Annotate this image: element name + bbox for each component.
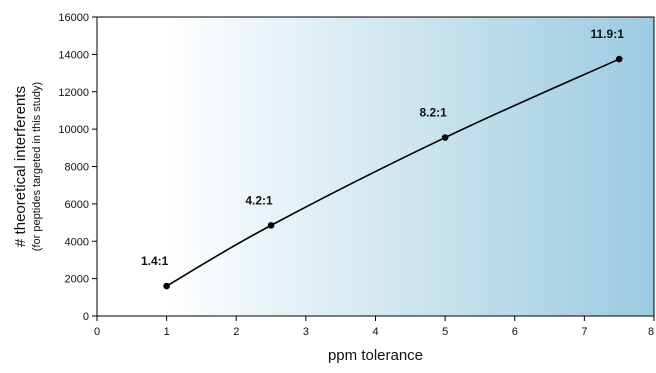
data-point-labels: 1.4:1 4.2:1 8.2:1 11.9:1	[141, 27, 624, 268]
x-tick-label: 2	[233, 326, 239, 338]
y-tick-label: 6000	[65, 199, 89, 211]
x-axis-ticks: 0 1 2 3 4 5 6 7 8	[94, 316, 655, 338]
series-line	[166, 58, 620, 287]
x-tick-label: 5	[442, 326, 448, 338]
data-point	[163, 282, 170, 290]
x-axis-title: ppm tolerance	[328, 347, 423, 364]
data-point-label: 8.2:1	[419, 106, 447, 120]
x-tick-label: 7	[581, 326, 587, 338]
y-tick-label: 8000	[65, 162, 89, 174]
x-tick-label: 1	[164, 326, 170, 338]
data-point-label: 11.9:1	[591, 27, 625, 41]
data-point	[267, 222, 275, 229]
plot-background	[97, 17, 654, 316]
data-point	[441, 134, 449, 141]
y-tick-label: 10000	[58, 124, 89, 136]
x-tick-label: 0	[94, 326, 100, 338]
y-tick-label: 14000	[58, 49, 89, 61]
data-point-label: 1.4:1	[141, 254, 169, 268]
y-tick-label: 16000	[58, 12, 89, 24]
y-tick-label: 4000	[65, 236, 89, 248]
y-tick-label: 2000	[65, 274, 89, 286]
y-tick-label: 12000	[58, 87, 89, 99]
x-tick-label: 3	[303, 326, 309, 338]
y-axis-ticks: 0 2000 4000 6000 8000 10000 12000 14000 16000	[58, 12, 97, 323]
x-tick-label: 6	[512, 326, 518, 338]
y-tick-label: 0	[83, 311, 89, 323]
x-tick-label: 8	[648, 326, 654, 338]
x-tick-label: 4	[372, 326, 378, 338]
data-point	[615, 55, 623, 63]
y-axis-subtitle: (for peptides targeted in this study)	[31, 82, 43, 251]
y-axis-title: # theoretical interferents	[12, 86, 29, 247]
data-points	[163, 55, 623, 290]
data-point-label: 4.2:1	[245, 193, 273, 207]
